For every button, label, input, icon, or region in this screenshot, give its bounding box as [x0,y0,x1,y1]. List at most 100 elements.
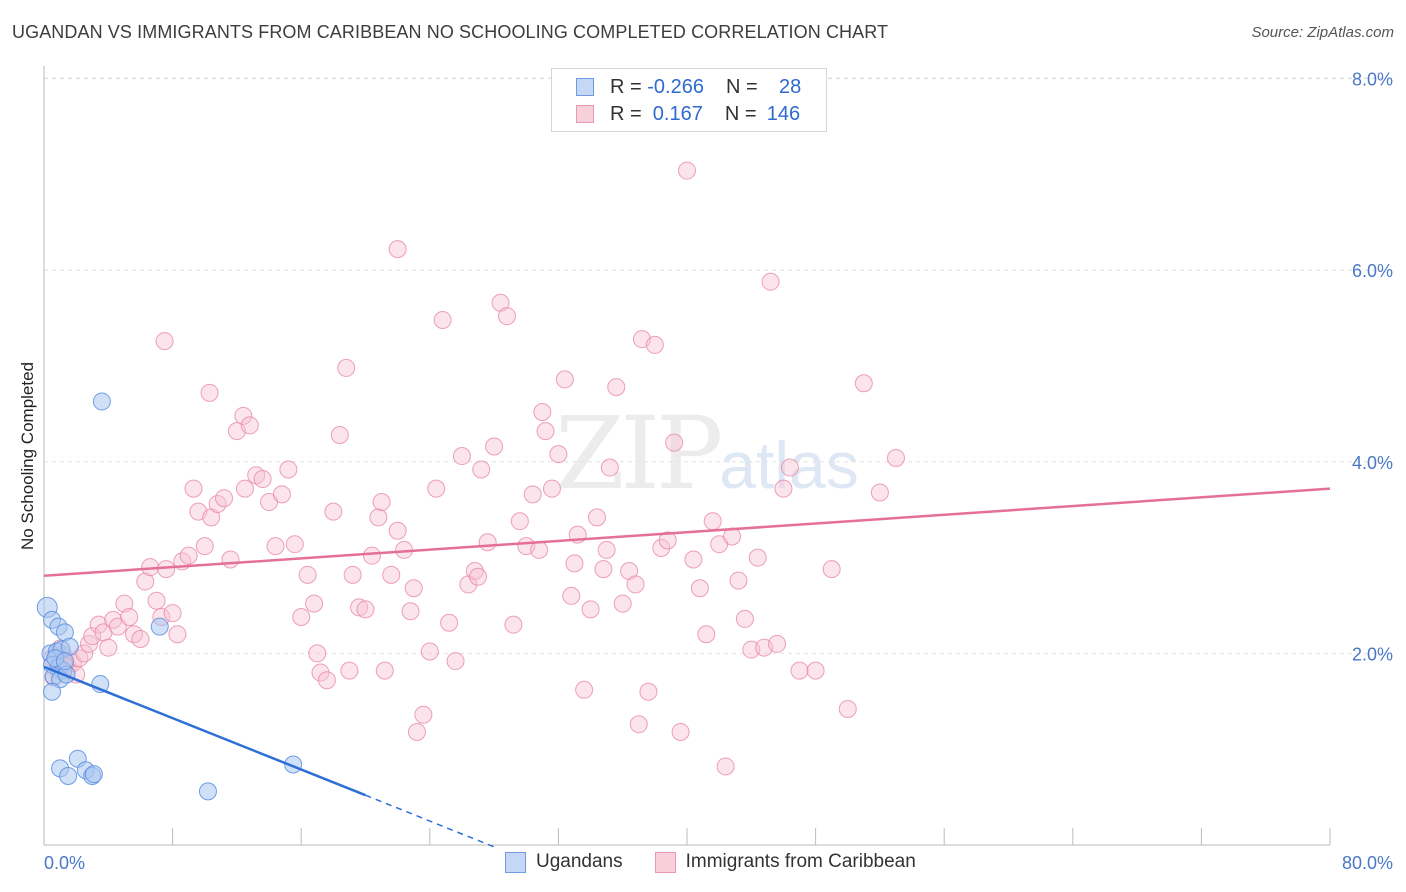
caribbean-point [324,502,343,521]
legend-row-ugandans: R = -0.266 N = 28 [576,74,801,100]
caribbean-point [607,378,626,397]
caribbean-point [774,479,793,498]
caribbean-point [279,460,298,479]
ugandan-point [84,765,103,784]
caribbean-point [854,374,873,393]
caribbean-point [83,627,102,646]
caribbean-point [184,479,203,498]
caribbean-point [465,562,484,581]
legend-label-ugandans: Ugandans [536,851,623,872]
caribbean-point [613,594,632,613]
caribbean-point [362,546,381,565]
caribbean-point [372,493,391,512]
caribbean-point [485,437,504,456]
ugandan-point [55,652,74,671]
legend-r-value: 0.167 [647,102,703,125]
ugandan-point [150,617,169,636]
caribbean-point [404,579,423,598]
source-label: Source: ZipAtlas.com [1251,24,1394,41]
legend-n-label: N = [724,102,763,125]
caribbean-point [523,485,542,504]
caribbean-point [115,594,134,613]
ugandan-point [43,682,62,701]
legend-swatch-caribbean [654,851,676,873]
caribbean-point [678,161,696,180]
caribbean-point [542,479,561,498]
caribbean-point [147,591,166,610]
ugandan-point [92,392,111,411]
caribbean-point [340,661,359,680]
y-tick-label: 4.0% [1352,453,1393,473]
caribbean-point [658,531,677,550]
caribbean-point [600,458,619,477]
caribbean-point [822,560,841,579]
caribbean-point [504,615,523,634]
caribbean-point [155,332,174,351]
y-axis-label: No Schooling Completed [18,362,37,550]
caribbean-point [285,535,304,554]
caribbean-point [665,433,684,452]
x-tick-label-max: 80.0% [1342,853,1393,873]
caribbean-point [716,757,735,776]
y-tick-label: 8.0% [1352,70,1393,90]
caribbean-point [427,479,446,498]
caribbean-point [356,600,375,619]
caribbean-point [575,680,594,699]
caribbean-point [684,550,703,569]
caribbean-point [240,416,259,435]
watermark: ZIPatlas [555,395,859,512]
caribbean-point [330,425,349,444]
caribbean-point [311,663,330,682]
legend-swatch-ugandans [505,851,526,873]
caribbean-point [343,565,362,584]
caribbean-point [581,600,600,619]
y-tick-label: 2.0% [1352,644,1393,664]
caribbean-point [510,512,529,531]
caribbean-point [131,630,150,649]
x-tick-label-min: 0.0% [44,853,85,873]
caribbean-point [671,722,690,741]
caribbean-point [388,240,407,259]
caribbean-point [838,699,857,718]
caribbean-point [565,554,584,573]
caribbean-point [497,307,516,326]
caribbean-point [562,586,581,605]
caribbean-point [195,537,214,556]
caribbean-point [597,540,616,559]
caribbean-point [221,550,240,569]
caribbean-trend-line [43,487,1331,578]
caribbean-point [469,567,488,586]
caribbean-point [136,572,155,591]
caribbean-point [401,602,420,621]
legend-n-label: N = [725,75,764,98]
chart-title: UGANDAN VS IMMIGRANTS FROM CARIBBEAN NO … [12,22,889,42]
caribbean-point [350,598,369,617]
caribbean-point [629,715,648,734]
caribbean-point [99,638,118,657]
caribbean-point [420,642,439,661]
legend-r-label: R = [610,75,648,98]
caribbean-point [375,661,394,680]
legend-n-value: 28 [778,75,802,98]
ugandan-point [59,767,78,786]
caribbean-point [639,682,658,701]
caribbean-point [806,661,825,680]
ugandan-trend-extension [365,794,495,848]
watermark-atlas: atlas [719,428,859,502]
caribbean-point [440,613,459,632]
caribbean-point [735,609,754,628]
legend-r-label: R = [610,102,648,125]
caribbean-point [768,634,787,653]
caribbean-point [645,335,664,354]
caribbean-point [369,508,388,527]
caribbean-point [652,539,671,558]
caribbean-point [472,460,491,479]
caribbean-point [235,479,254,498]
caribbean-point [382,565,401,584]
y-tick-label: 6.0% [1352,261,1393,281]
caribbean-point [168,625,187,644]
caribbean-point [703,512,722,531]
legend-row-caribbean: R = 0.167 N = 146 [576,101,800,127]
caribbean-point [305,594,324,613]
